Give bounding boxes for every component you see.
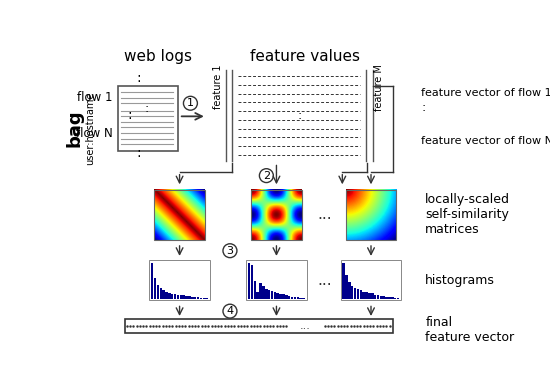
Text: 3: 3 [227, 246, 233, 256]
Bar [371, 293, 373, 299]
Bar [277, 293, 279, 299]
Bar [291, 297, 293, 299]
Bar [279, 294, 282, 299]
Bar [360, 290, 362, 299]
Bar [265, 289, 267, 299]
Bar [374, 295, 376, 299]
Circle shape [223, 244, 237, 258]
Text: final
feature vector: final feature vector [425, 316, 514, 344]
Text: ...: ... [300, 321, 311, 331]
Text: feature vector of flow 1: feature vector of flow 1 [421, 88, 550, 98]
Text: feature M: feature M [374, 64, 384, 111]
Bar [248, 263, 250, 299]
Bar [259, 283, 262, 299]
Text: flow N: flow N [76, 127, 113, 140]
Circle shape [184, 96, 197, 110]
Text: :: : [297, 109, 301, 122]
Text: web logs: web logs [124, 49, 192, 64]
Bar [194, 297, 196, 299]
Bar [197, 298, 199, 299]
Text: ...: ... [317, 207, 332, 222]
Bar [348, 282, 350, 299]
Bar [179, 295, 182, 299]
Bar [288, 296, 290, 299]
Bar [345, 275, 348, 299]
Bar [162, 290, 165, 299]
Bar [183, 296, 185, 299]
Text: 2: 2 [263, 171, 270, 181]
Text: 1: 1 [187, 98, 194, 108]
Bar [379, 296, 382, 299]
Bar [188, 296, 191, 299]
Text: locally-scaled
self-similarity
matrices: locally-scaled self-similarity matrices [425, 193, 510, 236]
Bar [251, 190, 301, 240]
Bar [157, 285, 159, 299]
Bar [202, 298, 205, 299]
Text: ...: ... [317, 273, 332, 288]
Bar [299, 298, 302, 299]
Bar [205, 298, 208, 299]
Text: 4: 4 [227, 306, 234, 316]
Bar [185, 296, 188, 299]
Text: user:hostname: user:hostname [85, 91, 95, 165]
Bar [388, 297, 390, 299]
Bar [391, 298, 394, 299]
Text: :: : [136, 145, 141, 160]
Text: histograms: histograms [425, 274, 495, 287]
Bar [200, 298, 202, 299]
Text: feature values: feature values [250, 49, 360, 64]
Bar [394, 298, 397, 299]
Bar [160, 289, 162, 299]
Bar [302, 298, 305, 299]
Bar [168, 293, 170, 299]
Bar [155, 190, 205, 240]
Bar [294, 297, 296, 299]
Bar [365, 292, 368, 299]
Bar [191, 297, 194, 299]
Text: feature 1: feature 1 [212, 65, 223, 109]
Text: :: : [136, 71, 141, 85]
Bar [282, 294, 285, 299]
Bar [351, 285, 354, 299]
Circle shape [223, 304, 237, 318]
Bar [171, 294, 173, 299]
Bar [354, 288, 356, 299]
Bar [251, 265, 253, 299]
Bar [154, 278, 156, 299]
Bar [341, 260, 402, 300]
Bar [362, 292, 365, 299]
Bar [342, 263, 345, 299]
Bar [150, 260, 210, 300]
Bar [151, 263, 153, 299]
Circle shape [260, 169, 273, 183]
Bar [382, 296, 385, 299]
Text: :: : [144, 102, 148, 115]
Bar [346, 190, 396, 240]
Text: :: : [127, 108, 131, 122]
Bar [165, 292, 168, 299]
Text: feature vector of flow N: feature vector of flow N [421, 136, 550, 146]
Bar [262, 287, 265, 299]
Bar [356, 289, 359, 299]
Bar [271, 292, 273, 299]
Bar [254, 281, 256, 299]
Text: flow 1: flow 1 [78, 91, 113, 103]
Bar [386, 297, 388, 299]
Bar [256, 292, 259, 299]
Text: bag: bag [66, 109, 84, 147]
Bar [285, 296, 288, 299]
Bar [296, 298, 299, 299]
Bar [246, 260, 307, 300]
Bar [368, 293, 371, 299]
Bar [273, 292, 276, 299]
Text: :: : [421, 101, 426, 114]
Bar [377, 295, 380, 299]
Bar [124, 319, 393, 333]
Bar [177, 294, 179, 299]
Bar [174, 294, 177, 299]
Bar [118, 85, 178, 151]
Bar [268, 290, 271, 299]
Bar [397, 298, 399, 299]
